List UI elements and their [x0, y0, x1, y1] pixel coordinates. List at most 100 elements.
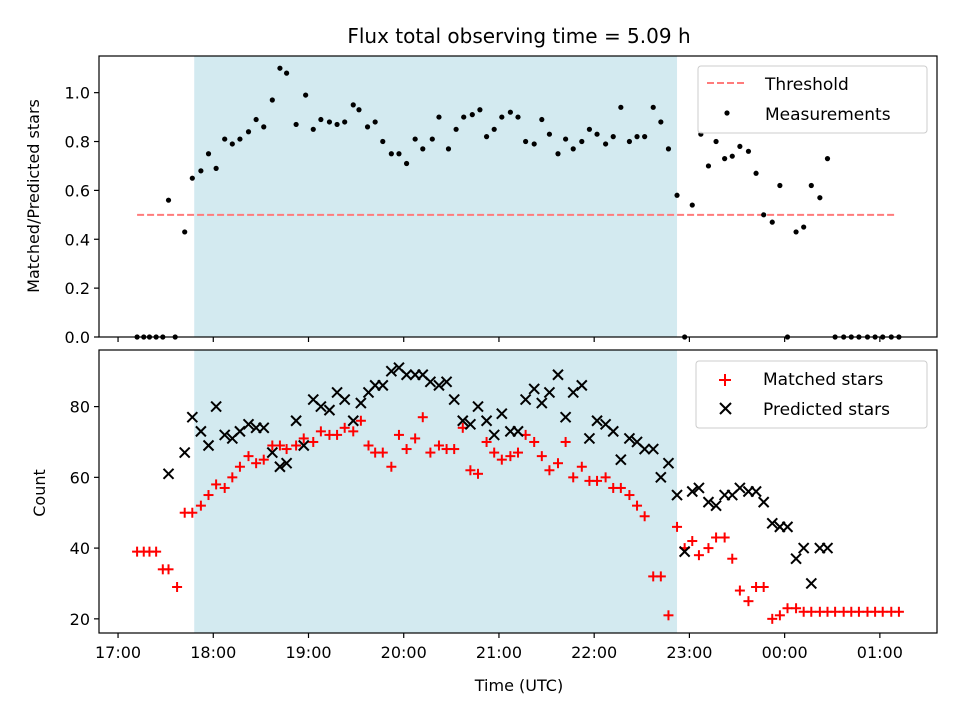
- y-tick-label: 0.4: [65, 230, 90, 249]
- measurement-point: [539, 116, 545, 123]
- matched-star-point: [219, 482, 230, 493]
- x-b: [331, 386, 343, 399]
- matched-star-point: [298, 433, 309, 444]
- measurement-point: [563, 136, 569, 142]
- x-b: [543, 386, 556, 399]
- measurement-point: [594, 131, 600, 137]
- measurement-point: [634, 134, 640, 140]
- x-b: [519, 393, 532, 406]
- predicted-star-point: [480, 415, 493, 427]
- x-b: [607, 425, 619, 438]
- predicted-star-point: [583, 432, 596, 445]
- matched-star-point: [315, 426, 326, 437]
- matched-star-point: [489, 447, 500, 458]
- x-b: [355, 397, 367, 409]
- measurement-point: [277, 65, 283, 71]
- measurement-point: [507, 109, 513, 115]
- x-b: [678, 545, 691, 558]
- bottom-shaded-region: [194, 350, 678, 633]
- x-b: [615, 453, 627, 466]
- matched-star-point: [274, 440, 285, 451]
- x-tick-label: 19:00: [285, 643, 331, 662]
- predicted-star-point: [576, 379, 588, 392]
- x-b: [242, 418, 255, 430]
- predicted-star-point: [202, 439, 215, 452]
- x-b: [266, 446, 279, 459]
- x-b: [647, 443, 659, 455]
- predicted-star-point: [464, 418, 477, 430]
- predicted-star-point: [210, 400, 222, 413]
- measurement-point: [689, 202, 695, 208]
- measurement-point: [420, 146, 426, 152]
- predicted-star-point: [790, 553, 802, 565]
- matched-star-point: [339, 422, 350, 433]
- x-b: [702, 496, 715, 508]
- predicted-star-point: [750, 485, 762, 498]
- x-b: [290, 415, 302, 427]
- top-shaded-region: [194, 56, 678, 337]
- matched-star-point: [348, 426, 359, 437]
- x-b: [258, 422, 270, 434]
- measurement-point: [753, 170, 759, 176]
- top-legend-box: [697, 65, 928, 134]
- matched-star-point: [663, 610, 674, 621]
- measurement-point: [403, 160, 410, 167]
- matched-star-point: [568, 472, 579, 483]
- matched-star-point: [377, 447, 388, 458]
- x-b: [750, 485, 762, 498]
- predicted-star-point: [821, 542, 834, 554]
- predicted-star-point: [693, 482, 705, 494]
- measurement-point: [182, 229, 188, 235]
- measurement-point: [303, 92, 309, 98]
- x-b: [631, 436, 643, 448]
- predicted-star-point: [266, 446, 279, 459]
- measurement-point: [237, 136, 243, 142]
- matched-star-point: [363, 440, 374, 451]
- predicted-star-point: [662, 457, 675, 469]
- measurement-point: [269, 97, 275, 103]
- y-tick-label: 80: [70, 398, 90, 417]
- x-b: [686, 485, 698, 498]
- predicted-star-point: [559, 411, 572, 423]
- matched-stars-points: [132, 412, 904, 624]
- x-b: [178, 446, 191, 459]
- matched-star-point: [187, 507, 198, 518]
- matched-star-point: [600, 472, 611, 483]
- matched-star-point: [393, 429, 404, 440]
- bottom-legend: Matched stars Predicted stars: [695, 360, 928, 429]
- matched-star-point: [473, 468, 484, 479]
- predicted-star-point: [424, 376, 437, 388]
- measurement-points: [134, 65, 902, 340]
- predicted-star-point: [623, 432, 636, 445]
- matched-star-point: [693, 550, 704, 561]
- x-tick-label: 18:00: [190, 643, 236, 662]
- x-b: [623, 432, 636, 445]
- matched-star-point: [655, 571, 666, 582]
- measurement-point: [523, 138, 529, 145]
- predicted-star-point: [274, 461, 286, 473]
- x-b: [567, 386, 579, 399]
- matched-star-point: [433, 440, 444, 451]
- matched-star-point: [195, 500, 206, 511]
- x-tick-label: 22:00: [571, 643, 617, 662]
- measurement-point: [713, 138, 719, 145]
- measurement-point: [453, 126, 459, 132]
- measurement-point: [205, 151, 212, 157]
- top-axes-frame: [98, 55, 938, 338]
- x-b: [512, 425, 524, 438]
- measurement-point: [642, 134, 648, 140]
- x-b: [464, 418, 477, 430]
- top-panel: 0.0 0.2 0.4 0.6 0.8 1.0 Matched/Predicted sta…: [24, 55, 938, 347]
- measurement-point: [658, 119, 664, 125]
- predicted-star-point: [195, 425, 207, 438]
- matched-star-point: [711, 532, 722, 543]
- bottom-panel: 20 40 60 80 17:00 18:00 19:00 20:00 21:00 22:00 2…: [30, 349, 938, 695]
- predicted-star-point: [686, 485, 698, 498]
- measurement-point: [396, 151, 402, 157]
- predicted-star-point: [512, 425, 524, 438]
- predicted-star-point: [671, 489, 683, 501]
- measurement-point: [705, 163, 712, 169]
- predicted-legend-label: Predicted stars: [763, 400, 890, 420]
- predicted-star-point: [218, 429, 231, 441]
- measurement-point: [618, 104, 624, 110]
